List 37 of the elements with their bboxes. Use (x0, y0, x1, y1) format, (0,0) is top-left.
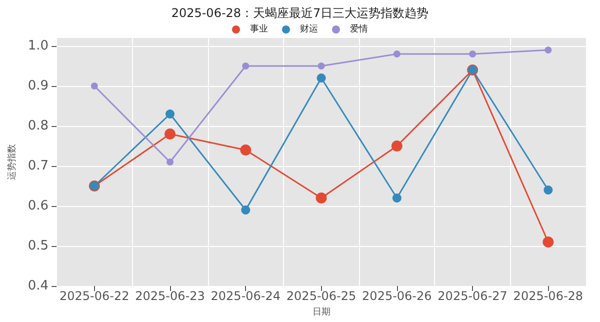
x-tick-label: 2025-06-27 (438, 289, 508, 303)
x-axis-title: 日期 (312, 306, 330, 318)
x-tick-label: 2025-06-24 (210, 289, 281, 303)
point (90, 82, 98, 90)
point (318, 62, 325, 70)
y-tick-label: 0.4 (28, 278, 49, 294)
legend-label: 财运 (300, 24, 318, 34)
x-tick-label: 2025-06-22 (60, 289, 130, 303)
point (240, 144, 252, 156)
point (393, 50, 400, 58)
point (166, 110, 175, 118)
point (544, 46, 552, 54)
y-tick-label: 0.6 (28, 198, 49, 214)
y-axis-title: 运势指数 (6, 144, 18, 180)
y-tick-label: 0.5 (28, 238, 49, 254)
x-tick-label: 2025-06-28 (513, 289, 584, 303)
point (241, 206, 250, 214)
y-tick-label: 0.9 (28, 78, 49, 94)
x-tick-label: 2025-06-25 (286, 289, 356, 303)
legend-label: 事业 (250, 24, 268, 34)
x-tick-label: 2025-06-26 (362, 289, 432, 303)
chart-title: 2025-06-28：天蝎座最近7日三大运势指数趋势 (171, 6, 429, 20)
legend-label: 爱情 (350, 24, 368, 34)
point (392, 194, 402, 202)
point (242, 62, 250, 70)
point (316, 192, 327, 204)
y-tick-label: 1.0 (28, 38, 49, 54)
point (316, 74, 326, 82)
x-tick-label: 2025-06-23 (135, 289, 205, 303)
y-tick-label: 0.8 (28, 118, 49, 134)
point (542, 236, 554, 248)
point (391, 140, 402, 152)
point (166, 158, 174, 166)
point (164, 128, 176, 140)
point (469, 50, 476, 58)
y-tick-label: 0.7 (28, 158, 49, 174)
point (544, 186, 553, 194)
